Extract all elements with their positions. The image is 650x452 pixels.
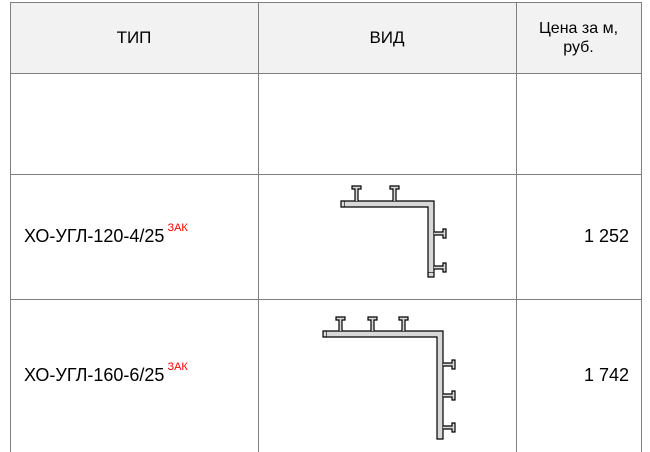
table-row-price: 1 742 [516, 299, 641, 452]
price-value: 1 742 [583, 365, 629, 385]
table-row-view [258, 299, 516, 452]
header-type-label: ТИП [116, 27, 152, 47]
table-row-empty-view [258, 73, 516, 174]
grid-line [10, 2, 642, 3]
grid-line [641, 2, 642, 452]
header-view-label: ВИД [369, 27, 405, 47]
table-row-type: ХО-УГЛ-160-6/25 ЗАК [10, 299, 258, 452]
price-value: 1 252 [583, 226, 629, 246]
header-price-label-line1: Цена за м, [538, 19, 619, 37]
grid-line [10, 2, 11, 452]
grid-line [516, 2, 517, 452]
header-type: ТИП [10, 2, 258, 73]
product-code: ХО-УГЛ-120-4/25 [24, 226, 165, 246]
product-code: ХО-УГЛ-160-6/25 [24, 365, 165, 385]
order-tag: ЗАК [167, 221, 188, 234]
table-row-type: ХО-УГЛ-120-4/25 ЗАК [10, 174, 258, 299]
header-price: Цена за м, руб. [516, 2, 641, 73]
table-row-view [258, 174, 516, 299]
header-price-label-line2: руб. [563, 38, 594, 56]
table-row-price: 1 252 [516, 174, 641, 299]
grid-line [10, 174, 642, 175]
grid-line [10, 299, 642, 300]
table-row-empty-price [516, 73, 641, 174]
corner-profile-6-ribs-icon [322, 316, 456, 440]
grid-line [10, 73, 642, 74]
header-view: ВИД [258, 2, 516, 73]
grid-line [258, 2, 259, 452]
order-tag: ЗАК [167, 360, 188, 373]
table-row-empty-type [10, 73, 258, 174]
corner-profile-4-ribs-icon [340, 185, 447, 278]
